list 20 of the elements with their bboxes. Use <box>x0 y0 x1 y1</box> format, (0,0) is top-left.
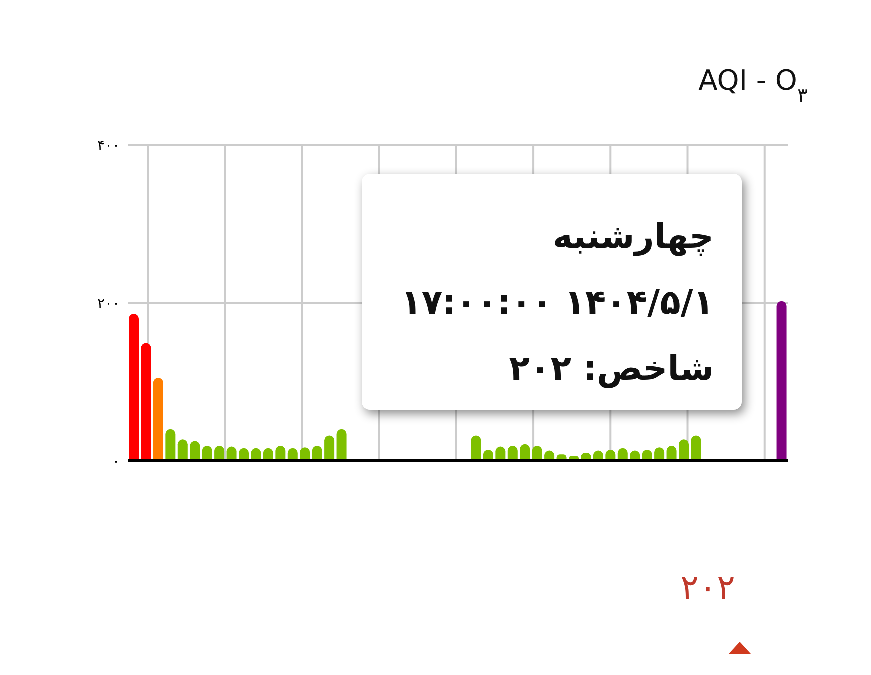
bar <box>336 429 347 461</box>
bar <box>153 378 164 461</box>
bar <box>166 429 176 461</box>
annotation: ۱۴۰۴/۵/۱ ۱۷:۰۰:۰۰ <box>400 282 714 325</box>
tooltip-box: چهارشنبه ۱۴۰۴/۵/۱ ۱۷:۰۰:۰۰ شاخص: ۲۰۲ <box>362 174 742 410</box>
bar <box>178 440 188 461</box>
annotation: چهارشنبه <box>552 216 714 259</box>
text: ۲۰۲ <box>680 568 736 608</box>
y-tick-label: ۲۰۰ <box>97 296 120 312</box>
bar <box>190 441 200 461</box>
bar <box>776 301 787 461</box>
bar <box>691 436 702 461</box>
y-tick-label: ۰ <box>112 454 120 470</box>
bar <box>679 440 689 461</box>
bar <box>471 436 482 461</box>
bar <box>141 343 152 461</box>
bar <box>129 314 139 461</box>
bar <box>324 436 335 461</box>
annotation: شاخص: ۲۰۲ <box>508 348 714 391</box>
y-tick-label: ۴۰۰ <box>97 138 120 154</box>
